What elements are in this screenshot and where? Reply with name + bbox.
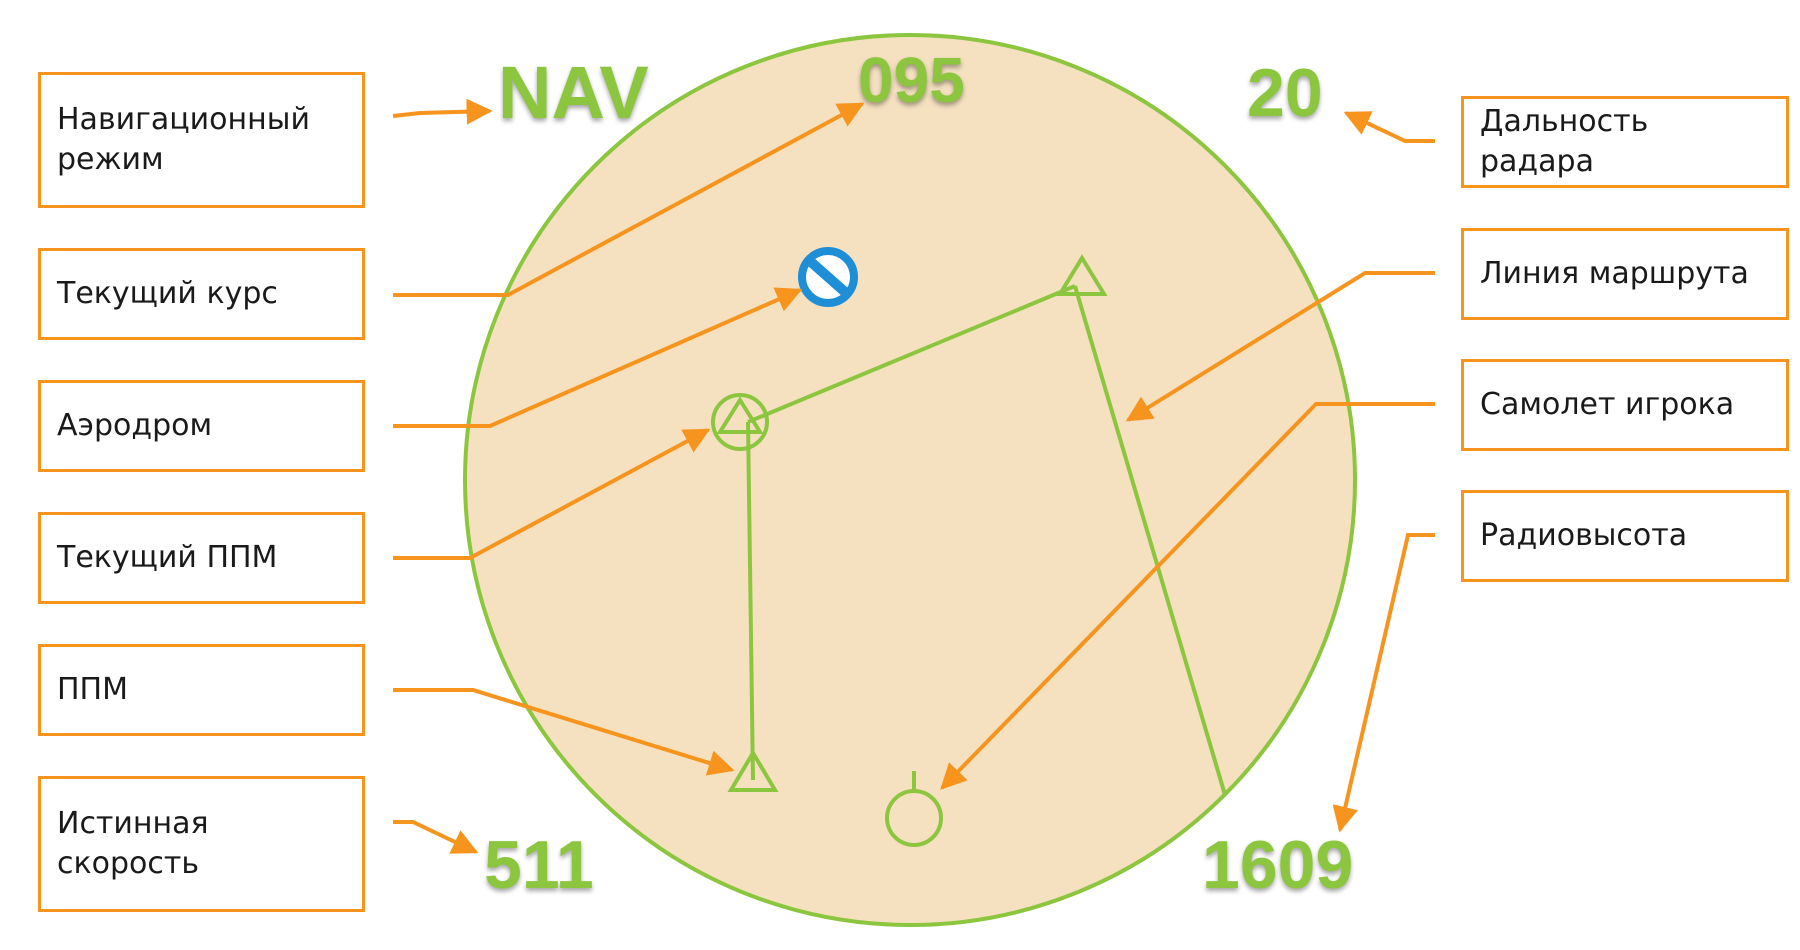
waypoint-triangle-icon xyxy=(1056,254,1108,296)
leader-lines xyxy=(392,98,1435,854)
waypoint-triangle-icon xyxy=(727,749,779,792)
leader-route-line xyxy=(1125,271,1435,422)
leader-current-waypoint xyxy=(393,428,711,560)
callout-waypoint: ППМ xyxy=(38,644,365,736)
leader-radar-range xyxy=(1343,111,1435,143)
leader-radar-altitude xyxy=(1332,533,1435,833)
callout-route-line: Линия маршрута xyxy=(1461,228,1789,320)
callout-true-airspeed: Истинная скорость xyxy=(38,776,365,912)
leader-waypoint xyxy=(393,688,735,776)
true-airspeed-readout: 511 xyxy=(484,827,594,903)
route-line xyxy=(746,284,1227,796)
callout-current-waypoint: Текущий ППМ xyxy=(38,512,365,604)
current-waypoint-icon xyxy=(711,393,769,451)
radar-scope xyxy=(463,33,1357,927)
airfield-icon xyxy=(798,247,858,307)
leader-current-heading xyxy=(393,102,865,297)
callout-radar-range: Дальность радара xyxy=(1461,96,1789,188)
callout-nav-mode: Навигационный режим xyxy=(38,72,365,208)
callout-player-aircraft: Самолет игрока xyxy=(1461,359,1789,451)
nav-mode-readout: NAV xyxy=(498,51,649,134)
callout-current-heading: Текущий курс xyxy=(38,248,365,340)
callout-radar-altitude: Радиовысота xyxy=(1461,490,1789,582)
heading-readout: 095 xyxy=(858,44,965,116)
leader-nav-mode xyxy=(392,98,493,125)
radar-range-readout: 20 xyxy=(1247,55,1323,131)
callout-airfield: Аэродром xyxy=(38,380,365,472)
radar-altitude-readout: 1609 xyxy=(1202,827,1354,903)
player-aircraft-icon xyxy=(885,771,943,847)
leader-player-aircraft xyxy=(940,402,1435,790)
leader-airfield xyxy=(393,287,803,428)
leader-true-airspeed xyxy=(393,820,479,854)
